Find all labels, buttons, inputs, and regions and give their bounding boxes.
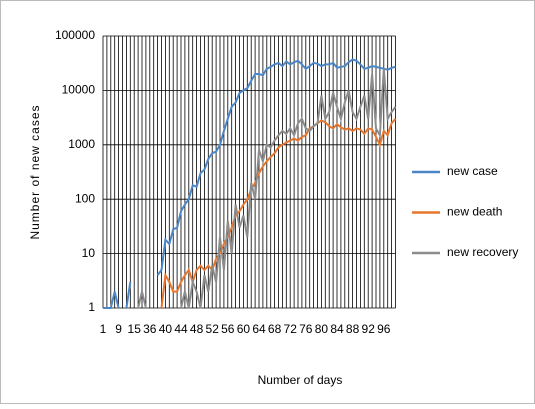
x-tick-label: 36 bbox=[143, 322, 157, 336]
x-tick-label: 44 bbox=[174, 322, 188, 336]
x-tick-label: 92 bbox=[362, 322, 376, 336]
y-tick-label: 100 bbox=[75, 191, 95, 205]
y-tick-label: 10 bbox=[82, 246, 96, 260]
x-tick-label: 80 bbox=[315, 322, 329, 336]
series-line bbox=[160, 118, 397, 309]
x-tick-label: 68 bbox=[268, 322, 282, 336]
x-tick-label: 60 bbox=[237, 322, 251, 336]
x-tick-label: 48 bbox=[190, 322, 204, 336]
legend-label: new case bbox=[447, 164, 498, 178]
x-tick-label: 76 bbox=[299, 322, 313, 336]
x-tick-label: 1 bbox=[100, 322, 107, 336]
series-line bbox=[103, 58, 396, 309]
x-tick-label: 52 bbox=[206, 322, 220, 336]
y-tick-label: 1000 bbox=[68, 137, 95, 151]
x-tick-label: 56 bbox=[221, 322, 235, 336]
legend-label: new death bbox=[447, 205, 502, 219]
x-tick-label: 84 bbox=[330, 322, 344, 336]
series-line bbox=[137, 68, 397, 309]
legend-label: new recovery bbox=[447, 245, 518, 259]
x-tick-label: 72 bbox=[284, 322, 298, 336]
x-tick-label: 40 bbox=[159, 322, 173, 336]
x-tick-label: 64 bbox=[252, 322, 266, 336]
y-tick-label: 100000 bbox=[55, 28, 95, 42]
y-tick-label: 1 bbox=[88, 300, 95, 314]
x-axis-title: Number of days bbox=[258, 373, 343, 387]
x-tick-label: 9 bbox=[115, 322, 122, 336]
y-axis-title: Number of new cases bbox=[28, 104, 42, 239]
x-tick-label: 88 bbox=[346, 322, 360, 336]
x-tick-label: 15 bbox=[128, 322, 142, 336]
x-tick-label: 96 bbox=[377, 322, 391, 336]
y-tick-label: 10000 bbox=[62, 83, 96, 97]
